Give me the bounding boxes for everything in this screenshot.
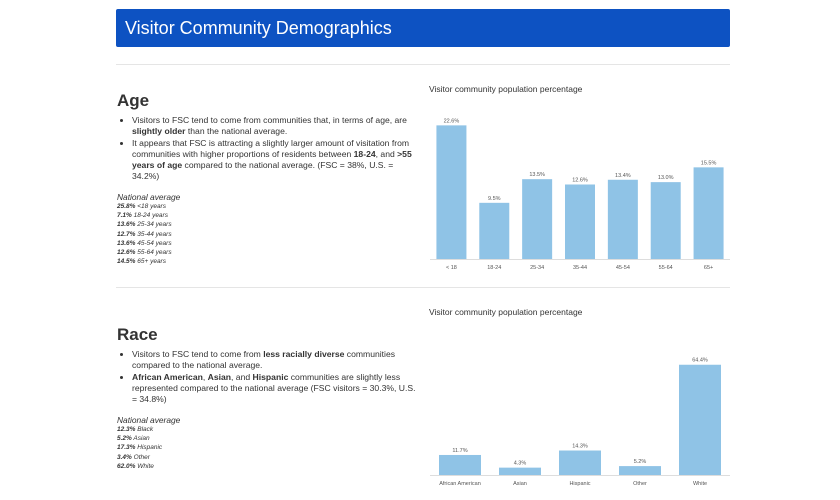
national-row: 7.1% 18-24 years xyxy=(117,212,168,220)
age-national-list: 25.8% <18 years 7.1% 18-24 years 13.6% 2… xyxy=(117,202,419,266)
x-tick-label: Other xyxy=(633,481,647,487)
bar-value-label: 12.6% xyxy=(572,177,588,183)
bar-white xyxy=(679,364,721,475)
bar-35-44 xyxy=(565,184,595,259)
x-tick-label: Asian xyxy=(513,481,527,487)
national-row: 13.6% 45-54 years xyxy=(117,239,172,247)
race-section-title: Race xyxy=(117,325,158,344)
bar-value-label: 13.4% xyxy=(615,173,631,179)
national-row: 62.0% White xyxy=(117,462,154,470)
national-row: 14.5% 65+ years xyxy=(117,258,166,266)
x-tick-label: African American xyxy=(439,481,481,487)
bar-value-label: 13.5% xyxy=(529,172,545,178)
bar-african-american xyxy=(439,454,481,475)
bar-other xyxy=(619,466,661,475)
race-bullet-2: African American, Asian, and Hispanic co… xyxy=(132,372,419,405)
age-bar-chart: 22.6% < 18 9.5% 18-24 13.5% 25-34 12.6% 35-44 13… xyxy=(430,118,730,271)
bar-asian xyxy=(499,467,541,475)
national-row: 5.2% Asian xyxy=(117,435,150,443)
x-tick-label: Hispanic xyxy=(569,481,590,487)
bar-18-24 xyxy=(479,202,510,259)
national-row: 12.3% Black xyxy=(117,426,154,433)
x-tick-label: White xyxy=(693,481,707,487)
race-bullet-1: Visitors to FSC tend to come from less r… xyxy=(132,349,419,371)
page-title: Visitor Community Demographics xyxy=(125,18,392,38)
national-row: 3.4% Other xyxy=(117,453,150,461)
x-tick-label: 18-24 xyxy=(487,265,501,271)
x-tick-label: < 18 xyxy=(446,265,457,271)
bar-value-label: 22.6% xyxy=(444,118,460,124)
age-national-heading: National average xyxy=(117,192,181,202)
national-row: 13.6% 25-34 years xyxy=(117,221,172,229)
bar-value-label: 64.4% xyxy=(692,358,708,364)
divider-middle xyxy=(116,287,730,288)
x-tick-label: 25-34 xyxy=(530,265,544,271)
race-section: Race Visitors to FSC tend to come from l… xyxy=(117,325,419,471)
national-row: 12.6% 55-64 years xyxy=(117,249,172,257)
age-section-title: Age xyxy=(117,91,150,110)
age-bullet-2: It appears that FSC is attracting a slig… xyxy=(132,138,419,182)
bar-value-label: 9.5% xyxy=(488,196,501,202)
x-tick-label: 65+ xyxy=(704,265,713,271)
national-row: 25.8% <18 years xyxy=(117,203,166,210)
bar-45-54 xyxy=(607,179,638,259)
x-tick-label: 35-44 xyxy=(573,265,587,271)
race-national-heading: National average xyxy=(117,415,181,425)
bar-value-label: 13.0% xyxy=(658,175,674,181)
x-tick-label: 45-54 xyxy=(616,265,630,271)
divider-top xyxy=(116,64,730,65)
bar-55-64 xyxy=(650,182,681,259)
bar-value-label: 11.7% xyxy=(452,448,467,454)
national-row: 12.7% 35-44 years xyxy=(117,230,172,238)
bar-value-label: 4.3% xyxy=(514,461,527,467)
age-chart-title: Visitor community population percentage xyxy=(429,84,583,94)
bar-25-34 xyxy=(522,179,553,259)
age-section: Age Visitors to FSC tend to come from co… xyxy=(117,91,419,266)
bar-hispanic xyxy=(559,450,601,475)
race-national-list: 12.3% Black 5.2% Asian 17.3% Hispanic 3.… xyxy=(117,425,419,471)
x-tick-label: 55-64 xyxy=(659,265,673,271)
bar-65- xyxy=(693,167,724,259)
bar-value-label: 14.3% xyxy=(572,444,588,450)
bar-value-label: 15.5% xyxy=(701,160,717,166)
bar-value-label: 5.2% xyxy=(634,459,647,465)
age-bullet-1: Visitors to FSC tend to come from commun… xyxy=(132,115,419,137)
bar--18 xyxy=(436,125,467,259)
age-bullets: Visitors to FSC tend to come from commun… xyxy=(117,115,419,182)
race-bar-chart: 11.7% African American 4.3% Asian 14.3% Hispa… xyxy=(430,358,730,487)
race-bullets: Visitors to FSC tend to come from less r… xyxy=(117,349,419,405)
page-header: Visitor Community Demographics xyxy=(116,9,730,47)
national-row: 17.3% Hispanic xyxy=(117,444,163,452)
race-chart-title: Visitor community population percentage xyxy=(429,307,583,317)
